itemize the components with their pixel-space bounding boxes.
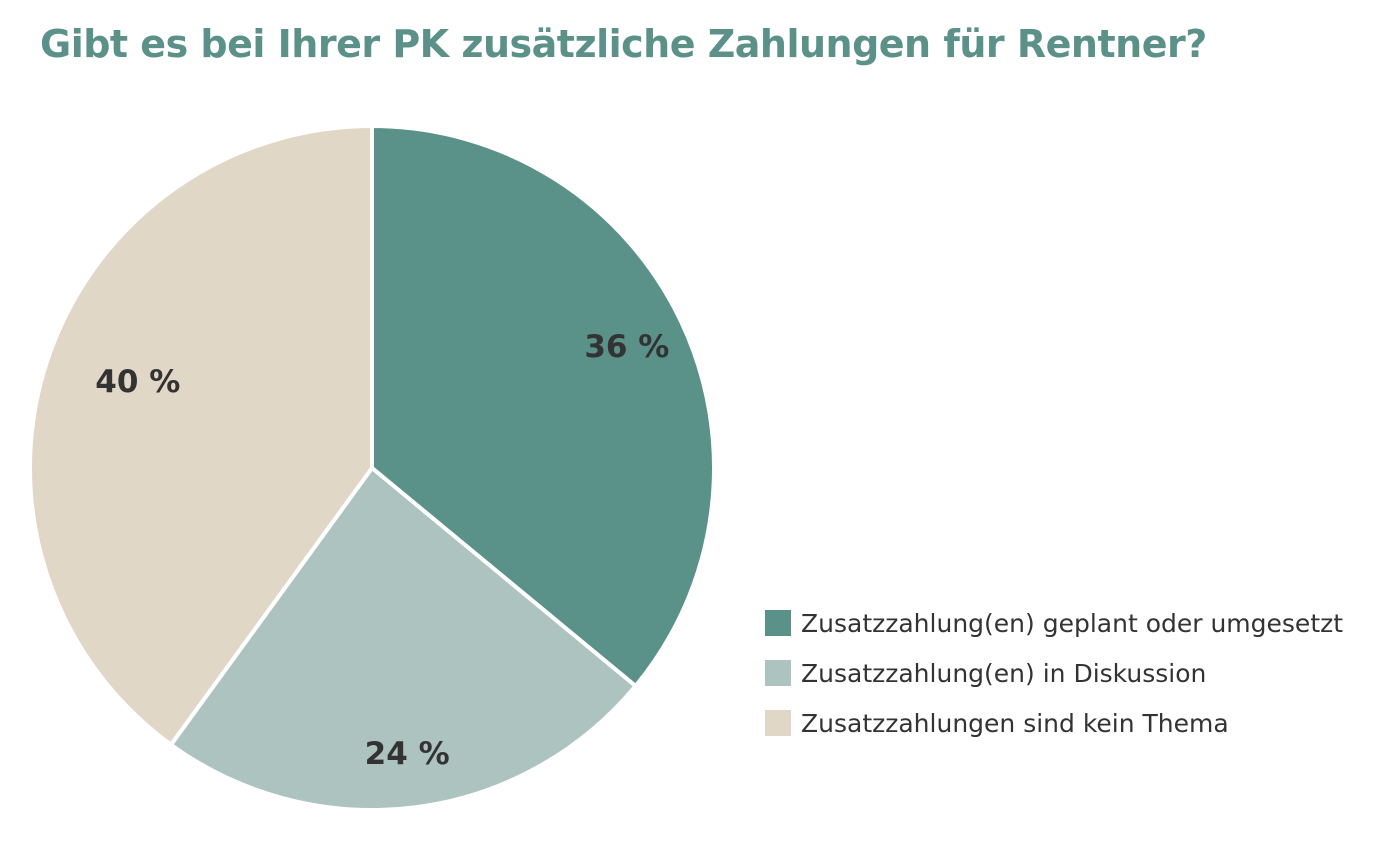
legend: Zusatzzahlung(en) geplant oder umgesetzt…	[765, 598, 1343, 748]
pie-slice-kein-thema	[27, 124, 374, 747]
legend-swatch	[765, 610, 791, 636]
legend-item-kein-thema: Zusatzzahlungen sind kein Thema	[765, 698, 1343, 748]
legend-item-diskussion: Zusatzzahlung(en) in Diskussion	[765, 648, 1343, 698]
slice-value-label-diskussion: 24 %	[365, 736, 450, 772]
legend-item-geplant: Zusatzzahlung(en) geplant oder umgesetzt	[765, 598, 1343, 648]
pie-slice-diskussion	[168, 466, 638, 812]
legend-label: Zusatzzahlung(en) geplant oder umgesetzt	[801, 608, 1344, 638]
chart-title: Gibt es bei Ihrer PK zusätzliche Zahlung…	[40, 22, 1207, 66]
legend-swatch	[765, 660, 791, 686]
pie-chart: 36 % 24 % 40 %	[27, 124, 716, 812]
legend-label: Zusatzzahlungen sind kein Thema	[801, 708, 1229, 738]
slice-value-label-kein-thema: 40 %	[95, 364, 180, 400]
slice-value-label-geplant: 36 %	[584, 329, 669, 365]
legend-swatch	[765, 710, 791, 736]
legend-label: Zusatzzahlung(en) in Diskussion	[801, 658, 1207, 688]
pie-slice-geplant	[370, 124, 716, 688]
